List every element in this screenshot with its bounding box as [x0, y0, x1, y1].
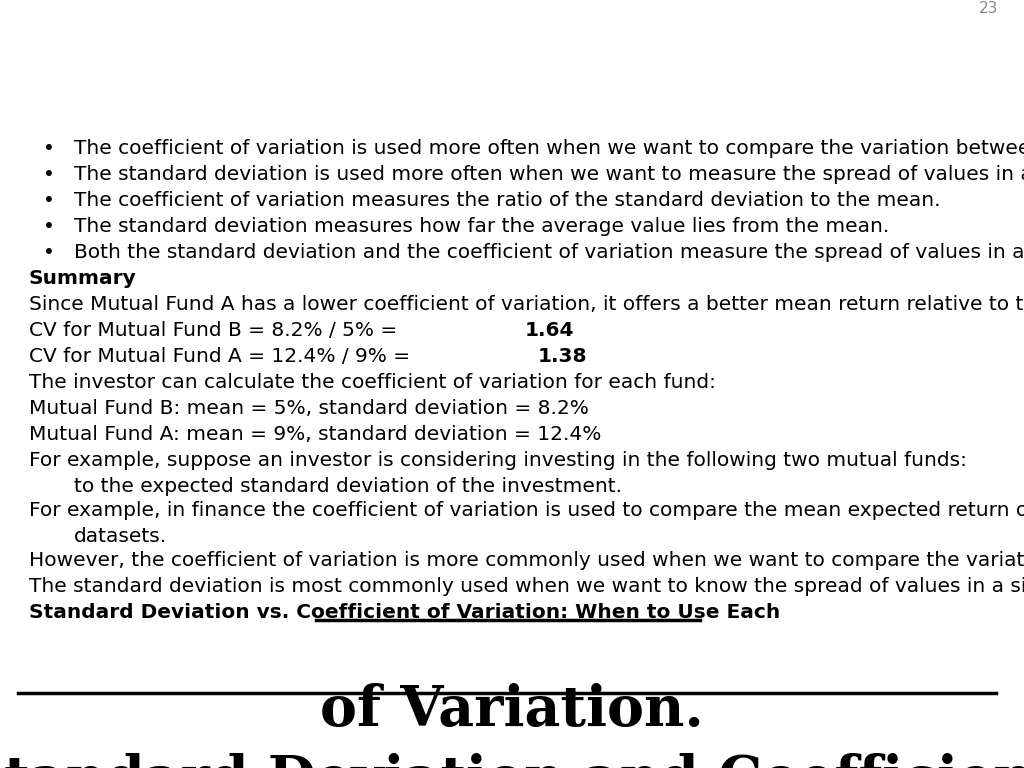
Text: For example, suppose an investor is considering investing in the following two m: For example, suppose an investor is cons…	[29, 451, 967, 470]
Text: •: •	[43, 139, 55, 158]
Text: 1.38: 1.38	[538, 347, 587, 366]
Text: CV for Mutual Fund A = 12.4% / 9% =: CV for Mutual Fund A = 12.4% / 9% =	[29, 347, 416, 366]
Text: to the expected standard deviation of the investment.: to the expected standard deviation of th…	[74, 477, 622, 496]
Text: Mutual Fund A: mean = 9%, standard deviation = 12.4%: Mutual Fund A: mean = 9%, standard devia…	[29, 425, 601, 444]
Text: The standard deviation is most commonly used when we want to know the spread of : The standard deviation is most commonly …	[29, 577, 1024, 596]
Text: The investor can calculate the coefficient of variation for each fund:: The investor can calculate the coefficie…	[29, 373, 716, 392]
Text: The standard deviation measures how far the average value lies from the mean.: The standard deviation measures how far …	[74, 217, 889, 237]
Text: Since Mutual Fund A has a lower coefficient of variation, it offers a better mea: Since Mutual Fund A has a lower coeffici…	[29, 295, 1024, 314]
Text: The coefficient of variation measures the ratio of the standard deviation to the: The coefficient of variation measures th…	[74, 191, 940, 210]
Text: •: •	[43, 243, 55, 262]
Text: Both the standard deviation and the coefficient of variation measure the spread : Both the standard deviation and the coef…	[74, 243, 1024, 262]
Text: Standard Deviation and Coefficient: Standard Deviation and Coefficient	[0, 753, 1024, 768]
Text: The standard deviation is used more often when we want to measure the spread of : The standard deviation is used more ofte…	[74, 165, 1024, 184]
Text: The coefficient of variation is used more often when we want to compare the vari: The coefficient of variation is used mor…	[74, 139, 1024, 158]
Text: •: •	[43, 165, 55, 184]
Text: 23: 23	[979, 1, 998, 16]
Text: Summary: Summary	[29, 269, 136, 288]
Text: Mutual Fund B: mean = 5%, standard deviation = 8.2%: Mutual Fund B: mean = 5%, standard devia…	[29, 399, 589, 418]
Text: of Variation.: of Variation.	[321, 683, 703, 738]
Text: •: •	[43, 191, 55, 210]
Text: •: •	[43, 217, 55, 237]
Text: Standard Deviation vs. Coefficient of Variation: When to Use Each: Standard Deviation vs. Coefficient of Va…	[29, 603, 780, 622]
Text: CV for Mutual Fund B = 8.2% / 5% =: CV for Mutual Fund B = 8.2% / 5% =	[29, 321, 403, 340]
Text: datasets.: datasets.	[74, 527, 167, 546]
Text: However, the coefficient of variation is more commonly used when we want to comp: However, the coefficient of variation is…	[29, 551, 1024, 570]
Text: For example, in finance the coefficient of variation is used to compare the mean: For example, in finance the coefficient …	[29, 501, 1024, 520]
Text: 1.64: 1.64	[525, 321, 574, 340]
